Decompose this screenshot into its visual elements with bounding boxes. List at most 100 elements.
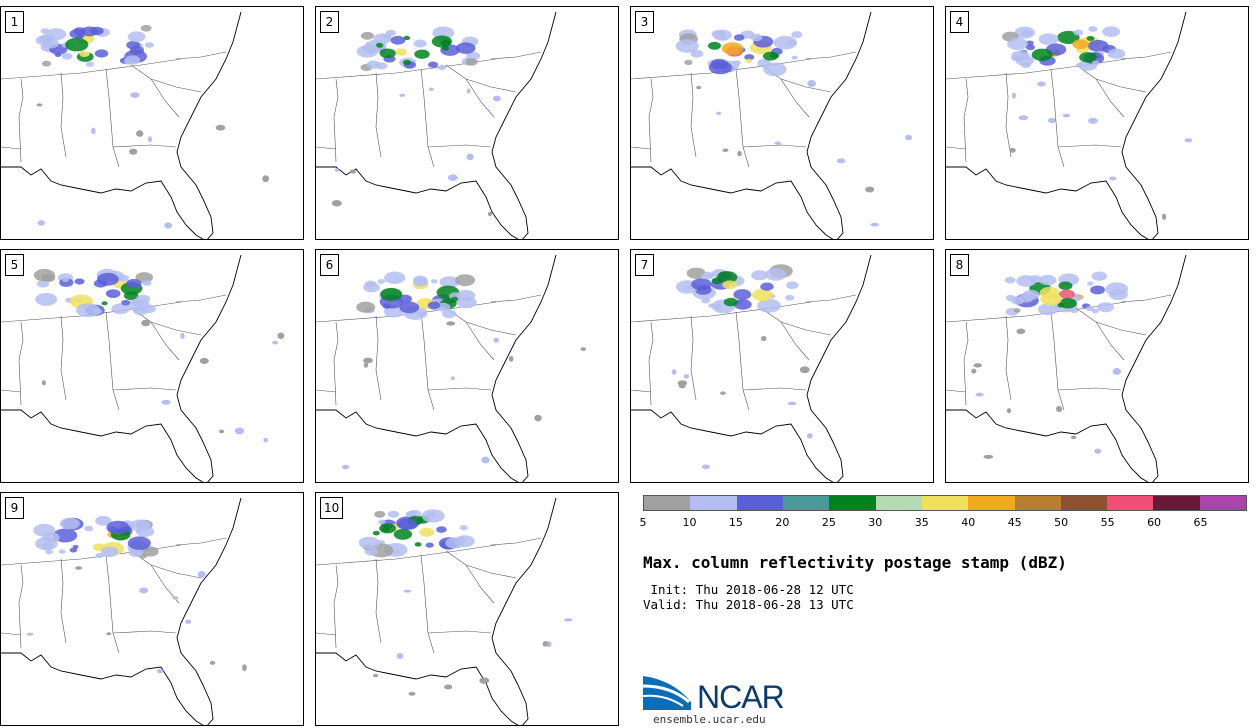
reflectivity-cell <box>1018 115 1029 121</box>
state-border <box>105 311 120 411</box>
state-border <box>1005 72 1012 158</box>
colorbar-segment <box>782 496 830 510</box>
state-border <box>60 558 67 644</box>
reflectivity-cell <box>784 294 795 301</box>
state-border <box>1050 311 1065 411</box>
reflectivity-cell <box>141 546 159 557</box>
reflectivity-cell <box>393 528 413 540</box>
reflectivity-cell <box>37 220 46 226</box>
reflectivity-cell <box>745 58 753 63</box>
reflectivity-cell <box>197 570 206 578</box>
reflectivity-cell <box>361 43 378 54</box>
state-border <box>946 58 1127 80</box>
valid-time: Valid: Thu 2018-06-28 13 UTC <box>643 597 854 612</box>
logo-text: NCAR <box>697 679 785 715</box>
colorbar-tick-label: 25 <box>821 516 836 529</box>
reflectivity-cell <box>716 271 738 284</box>
reflectivity-cell <box>385 29 397 37</box>
reflectivity-cell <box>209 661 216 665</box>
reflectivity-cell <box>379 523 396 534</box>
reflectivity-cell <box>733 299 752 310</box>
reflectivity-cell <box>466 153 474 161</box>
colorbar-tick-label: 50 <box>1054 516 1069 529</box>
reflectivity-cell <box>1091 271 1108 281</box>
colorbar-tick-label: 55 <box>1100 516 1115 529</box>
reflectivity-cell <box>1010 296 1025 305</box>
reflectivity-cell <box>234 427 245 435</box>
reflectivity-cell <box>806 433 813 439</box>
reflectivity-cell <box>364 280 377 288</box>
state-border <box>18 78 24 163</box>
reflectivity-cell <box>442 309 457 319</box>
colorbar-segment <box>1153 496 1200 510</box>
reflectivity-cell <box>85 61 94 67</box>
reflectivity-cell <box>413 39 427 48</box>
state-border <box>175 51 227 60</box>
reflectivity-cell <box>691 278 712 291</box>
reflectivity-cell <box>807 79 817 87</box>
map-svg <box>631 254 872 482</box>
reflectivity-cell <box>791 55 798 60</box>
reflectivity-cell <box>58 549 66 554</box>
reflectivity-cell <box>428 61 439 68</box>
reflectivity-cell <box>272 340 278 345</box>
state-border <box>1 301 182 323</box>
reflectivity-cell <box>1004 276 1016 284</box>
reflectivity-cell <box>675 39 699 53</box>
state-border <box>60 315 67 401</box>
state-border <box>1075 307 1147 336</box>
coastline <box>946 11 1187 239</box>
reflectivity-cell <box>372 673 379 678</box>
colorbar-segment <box>875 496 922 510</box>
state-border <box>445 550 517 579</box>
state-border <box>465 78 495 118</box>
reflectivity-cell <box>1047 117 1056 124</box>
reflectivity-cell <box>455 42 476 54</box>
reflectivity-cell <box>382 303 391 309</box>
map-panel-1: 1 <box>0 6 304 240</box>
reflectivity-cell <box>1076 62 1084 68</box>
map-svg <box>631 11 913 239</box>
reflectivity-cell <box>1038 33 1059 45</box>
reflectivity-cell <box>79 50 90 58</box>
reflectivity-cell <box>1094 448 1102 454</box>
state-border <box>1 146 22 150</box>
reflectivity-cell <box>712 29 732 41</box>
reflectivity-cell <box>1070 435 1077 440</box>
state-border <box>690 315 697 401</box>
reflectivity-cell <box>425 542 434 548</box>
state-border <box>1095 321 1125 361</box>
reflectivity-cell <box>399 301 420 314</box>
reflectivity-cell <box>127 31 146 43</box>
map-svg <box>316 497 573 725</box>
colorbar-segment <box>1199 496 1247 510</box>
reflectivity-cell <box>105 289 121 299</box>
reflectivity-cell <box>430 279 438 284</box>
reflectivity-cell <box>542 641 549 647</box>
reflectivity-cell <box>118 274 130 282</box>
state-border <box>1095 78 1125 118</box>
reflectivity-cell <box>349 169 357 174</box>
reflectivity-cell <box>751 270 769 281</box>
reflectivity-cell <box>26 632 34 636</box>
reflectivity-cell <box>439 276 460 289</box>
coastline <box>316 497 557 725</box>
reflectivity-cell <box>161 399 171 405</box>
reflectivity-cell <box>1097 302 1115 313</box>
reflectivity-cell <box>1056 406 1063 413</box>
map-svg <box>946 11 1193 239</box>
reflectivity-cell <box>413 277 429 287</box>
reflectivity-cell <box>141 319 151 327</box>
reflectivity-cell <box>971 368 977 374</box>
reflectivity-cell <box>427 301 441 310</box>
reflectivity-cell <box>45 549 54 555</box>
state-border <box>963 321 969 406</box>
reflectivity-cell <box>764 268 787 281</box>
reflectivity-cell <box>148 136 153 143</box>
reflectivity-cell <box>135 272 154 283</box>
reflectivity-cell <box>242 664 247 672</box>
reflectivity-cell <box>710 58 729 70</box>
state-border <box>420 311 435 411</box>
reflectivity-cell <box>372 530 380 536</box>
panel-label: 10 <box>320 497 344 519</box>
